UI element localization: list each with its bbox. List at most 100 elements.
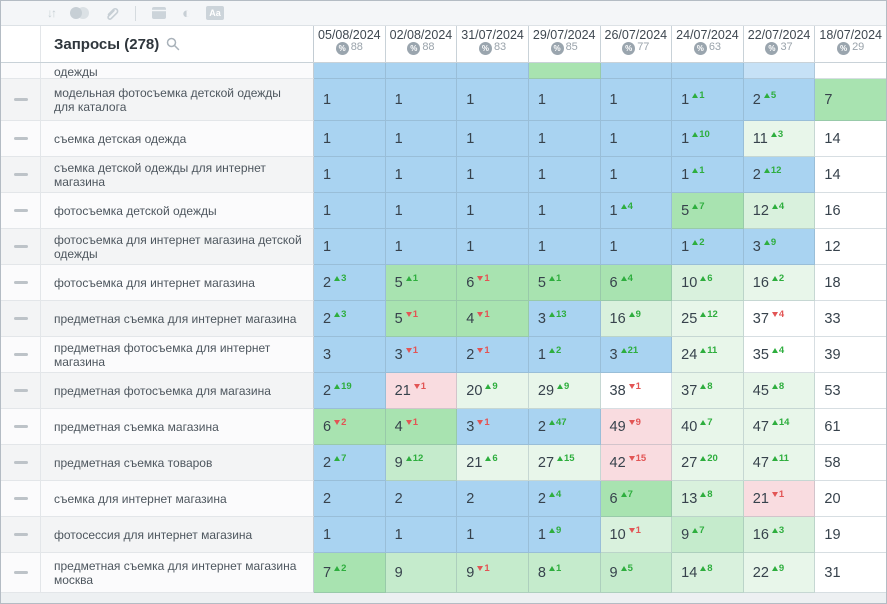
date-column-header[interactable]: 18/07/2024 % 29 [815, 26, 886, 62]
position-cell[interactable]: 10 1 [600, 517, 673, 553]
position-cell[interactable]: 40 7 [672, 409, 744, 445]
groups-icon[interactable] [70, 7, 89, 19]
position-cell[interactable]: 27 15 [528, 445, 601, 481]
row-handle[interactable] [1, 409, 41, 445]
row-handle[interactable] [1, 337, 41, 373]
row-handle[interactable] [1, 229, 41, 265]
keyword-cell[interactable]: предметная фотосъемка для магазина [41, 373, 314, 409]
position-cell[interactable] [528, 63, 601, 79]
keyword-cell[interactable]: съемка для интернет магазина [41, 481, 314, 517]
position-cell[interactable]: 16 [815, 193, 886, 229]
position-cell[interactable]: 1 [314, 229, 386, 265]
keyword-cell[interactable]: фотосъемка для интернет магазина [41, 265, 314, 301]
position-cell[interactable]: 13 8 [672, 481, 744, 517]
position-cell[interactable]: 61 [815, 409, 886, 445]
position-cell[interactable]: 39 [815, 337, 886, 373]
date-column-header[interactable]: 26/07/2024 % 77 [601, 26, 673, 62]
keyword-cell[interactable]: одежды [41, 63, 314, 79]
position-cell[interactable]: 1 [314, 157, 386, 193]
position-cell[interactable]: 1 [528, 193, 601, 229]
position-cell[interactable]: 1 [457, 79, 529, 121]
position-cell[interactable]: 1 [600, 121, 673, 157]
position-cell[interactable]: 21 1 [743, 481, 816, 517]
keyword-cell[interactable]: предметная съемка для интернет магазина [41, 301, 314, 337]
position-cell[interactable]: 12 [815, 229, 886, 265]
position-cell[interactable]: 14 [815, 121, 886, 157]
position-cell[interactable]: 1 [457, 121, 529, 157]
position-cell[interactable]: 3 13 [528, 301, 601, 337]
position-cell[interactable]: 2 47 [528, 409, 601, 445]
keyword-cell[interactable]: фотосъемка детской одежды [41, 193, 314, 229]
keyword-cell[interactable]: фотосъемка для интернет магазина детской… [41, 229, 314, 265]
position-cell[interactable]: 37 8 [672, 373, 744, 409]
window-icon[interactable] [151, 6, 167, 20]
position-cell[interactable]: 2 12 [743, 157, 816, 193]
position-cell[interactable]: 2 [314, 481, 386, 517]
position-cell[interactable] [743, 63, 816, 79]
sort-icon[interactable]: ↓↑ [47, 6, 57, 20]
position-cell[interactable]: 2 [457, 481, 529, 517]
position-cell[interactable]: 58 [815, 445, 886, 481]
row-handle[interactable] [1, 121, 41, 157]
position-cell[interactable]: 1 [385, 193, 458, 229]
position-cell[interactable]: 24 11 [672, 337, 744, 373]
position-cell[interactable]: 21 1 [385, 373, 458, 409]
row-handle[interactable] [1, 517, 41, 553]
position-cell[interactable]: 3 21 [600, 337, 673, 373]
row-handle[interactable] [1, 301, 41, 337]
keyword-cell[interactable]: предметная фотосъемка для интернет магаз… [41, 337, 314, 373]
row-handle[interactable] [1, 553, 41, 593]
row-handle[interactable] [1, 79, 41, 121]
position-cell[interactable] [457, 63, 529, 79]
position-cell[interactable]: 47 14 [743, 409, 816, 445]
date-column-header[interactable]: 22/07/2024 % 37 [744, 26, 816, 62]
position-cell[interactable]: 42 15 [600, 445, 673, 481]
row-handle[interactable] [1, 63, 41, 79]
position-cell[interactable]: 1 [457, 193, 529, 229]
keyword-cell[interactable]: предметная съемка магазина [41, 409, 314, 445]
position-cell[interactable]: 12 4 [743, 193, 816, 229]
position-cell[interactable]: 2 19 [314, 373, 386, 409]
position-cell[interactable]: 19 [815, 517, 886, 553]
position-cell[interactable]: 1 [314, 79, 386, 121]
position-cell[interactable]: 16 9 [600, 301, 673, 337]
position-cell[interactable]: 33 [815, 301, 886, 337]
date-column-header[interactable]: 29/07/2024 % 85 [529, 26, 601, 62]
position-cell[interactable]: 1 [528, 157, 601, 193]
position-cell[interactable]: 1 [385, 121, 458, 157]
position-cell[interactable]: 9 12 [385, 445, 458, 481]
date-column-header[interactable]: 24/07/2024 % 63 [672, 26, 744, 62]
position-cell[interactable] [815, 63, 886, 79]
date-column-header[interactable]: 02/08/2024 % 88 [386, 26, 458, 62]
position-cell[interactable]: 1 [457, 157, 529, 193]
search-icon[interactable] [166, 37, 180, 51]
position-cell[interactable]: 3 [314, 337, 386, 373]
position-cell[interactable]: 49 9 [600, 409, 673, 445]
position-cell[interactable]: 20 9 [457, 373, 529, 409]
position-cell[interactable]: 1 [528, 229, 601, 265]
position-cell[interactable]: 35 4 [743, 337, 816, 373]
keyword-cell[interactable]: фотосессия для интернет магазина [41, 517, 314, 553]
keyword-cell[interactable]: предметная съемка товаров [41, 445, 314, 481]
position-cell[interactable]: 22 9 [743, 553, 816, 593]
position-cell[interactable]: 20 [815, 481, 886, 517]
position-cell[interactable]: 16 2 [743, 265, 816, 301]
position-cell[interactable]: 1 [600, 229, 673, 265]
position-cell[interactable]: 38 1 [600, 373, 673, 409]
position-cell[interactable]: 47 11 [743, 445, 816, 481]
